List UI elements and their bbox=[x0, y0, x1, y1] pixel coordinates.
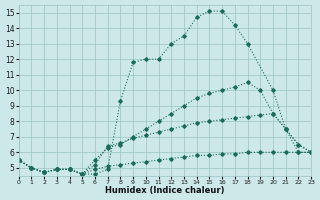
X-axis label: Humidex (Indice chaleur): Humidex (Indice chaleur) bbox=[105, 186, 225, 195]
